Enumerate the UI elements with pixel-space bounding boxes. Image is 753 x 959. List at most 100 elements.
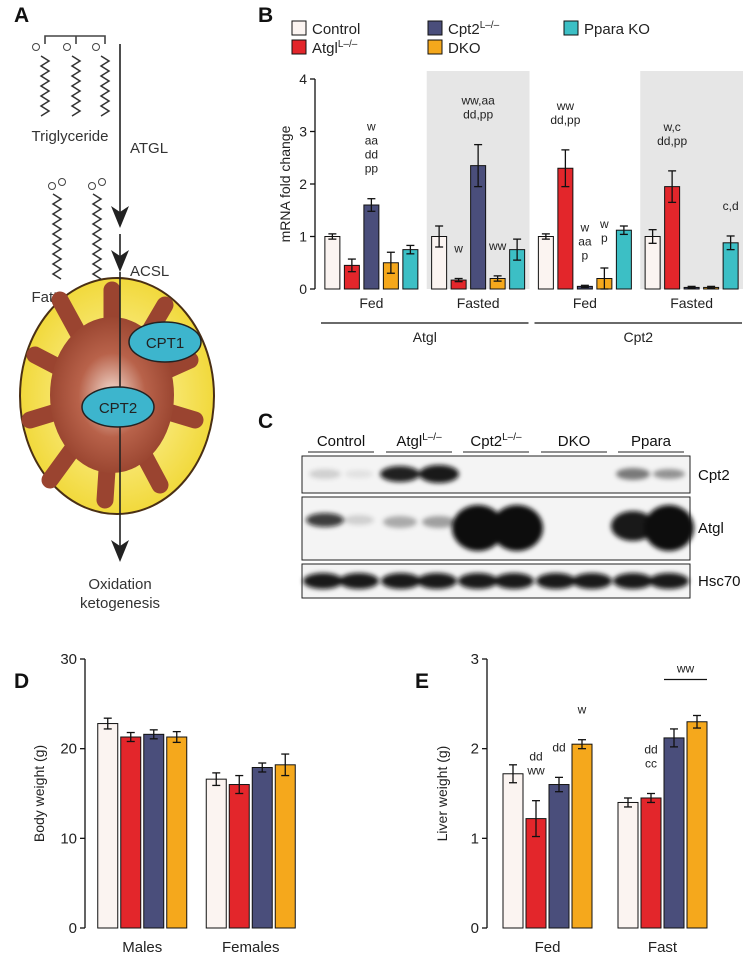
legend-swatch — [427, 20, 443, 36]
pathway-diagram: Triglyceride Fatty acid ATGL ACSL CPT1 C… — [19, 35, 215, 612]
annotation: dd,pp — [657, 134, 687, 148]
acyl-chain — [70, 55, 82, 117]
error-bar — [435, 225, 444, 248]
error-bar — [386, 251, 395, 274]
bar — [537, 236, 554, 290]
annotation: p — [601, 231, 608, 245]
bar — [615, 229, 632, 290]
panel-label: B — [258, 4, 273, 27]
bar — [228, 784, 250, 929]
bar — [686, 721, 708, 929]
legend-label: Control — [312, 21, 360, 38]
annotation: aa — [578, 234, 592, 248]
bar — [120, 736, 142, 929]
error-bar — [126, 731, 135, 743]
group-label: Atgl — [413, 329, 437, 345]
lane-label: Ppara — [631, 433, 672, 450]
cpt1 — [128, 321, 202, 363]
oxygen — [88, 182, 96, 190]
annotation: ww,aa — [460, 94, 495, 108]
annotation: w — [577, 703, 587, 717]
row-label: Atgl — [698, 520, 724, 537]
annotation: w — [366, 120, 376, 134]
legend-name: DKO — [448, 40, 481, 57]
y-tick-label: 2 — [471, 741, 479, 758]
y-tick-label: 0 — [69, 920, 77, 937]
error-bar — [509, 764, 517, 784]
arrowhead — [111, 540, 129, 562]
acyl-chain — [51, 193, 63, 280]
bar — [97, 723, 119, 929]
annotation: aa — [365, 134, 379, 148]
bar — [644, 236, 661, 290]
annotation: dd — [529, 750, 542, 764]
x-tick-label: Females — [222, 939, 280, 956]
row-label: Hsc70 — [698, 573, 741, 590]
bar — [274, 764, 296, 929]
legend-label: Cpt2L–/– — [448, 20, 500, 38]
annotation: dd — [552, 740, 565, 754]
acyl-chain — [39, 55, 51, 117]
bar — [363, 204, 380, 290]
x-tick-label: Fed — [535, 939, 561, 956]
error-bar — [687, 285, 696, 290]
bracket-label: ww — [676, 661, 695, 675]
transporter-label: CPT2 — [99, 400, 137, 417]
enzyme-label: ACSL — [130, 263, 169, 280]
bar — [402, 249, 419, 290]
error-bar — [624, 797, 632, 808]
x-tick-label: Fed — [359, 295, 383, 311]
acyl-chain — [91, 193, 103, 280]
y-tick-label: 1 — [299, 229, 307, 245]
error-bar — [647, 792, 655, 804]
error-bar — [454, 277, 463, 283]
bar-chart: 0 10 20 30 Body weight (g) Males Females — [31, 651, 296, 956]
y-tick-label: 1 — [471, 830, 479, 847]
x-tick-label: Fasted — [457, 295, 500, 311]
legend-swatch — [427, 39, 443, 55]
error-bar — [532, 800, 540, 838]
bar — [205, 778, 227, 929]
error-bar — [707, 285, 716, 290]
lane-label: Control — [317, 433, 365, 450]
error-bar — [513, 238, 522, 261]
legend-swatch — [291, 20, 307, 36]
oxygen — [58, 178, 66, 186]
error-bar — [561, 149, 570, 188]
acyl-chain — [99, 55, 111, 117]
annotation: dd — [644, 743, 657, 757]
x-tick-label: Fasted — [670, 295, 713, 311]
group-label: Cpt2 — [623, 329, 653, 345]
error-bar — [103, 717, 112, 730]
y-tick-label: 0 — [471, 920, 479, 937]
error-bar — [235, 774, 244, 795]
x-tick-label: Fast — [648, 939, 678, 956]
panel-label: D — [14, 670, 29, 693]
annotation: dd — [365, 148, 378, 162]
legend-name: Control — [312, 21, 360, 38]
outcome-label: Oxidation — [88, 576, 151, 593]
glycerol-backbone — [44, 35, 106, 44]
western-blot: Control AtglL–/– Cpt2L–/– DKO Ppara Cpt2… — [301, 432, 741, 599]
error-bar — [580, 284, 589, 289]
bar — [166, 736, 188, 929]
annotation: w — [453, 242, 463, 256]
error-bar — [149, 729, 158, 740]
legend-swatch — [563, 20, 579, 36]
lane-label: Cpt2L–/– — [470, 432, 522, 450]
annotation: w — [580, 220, 590, 234]
legend-label: DKO — [448, 40, 481, 57]
panel-label: A — [14, 4, 29, 27]
bands — [303, 465, 694, 589]
annotation: pp — [365, 162, 379, 176]
error-bar — [648, 229, 657, 244]
bar — [548, 784, 570, 929]
oxygen — [92, 43, 100, 51]
y-tick-label: 30 — [60, 651, 77, 668]
x-tick-label: Males — [122, 939, 162, 956]
oxygen — [32, 43, 40, 51]
row-label: Cpt2 — [698, 467, 730, 484]
y-tick-label: 0 — [299, 281, 307, 297]
